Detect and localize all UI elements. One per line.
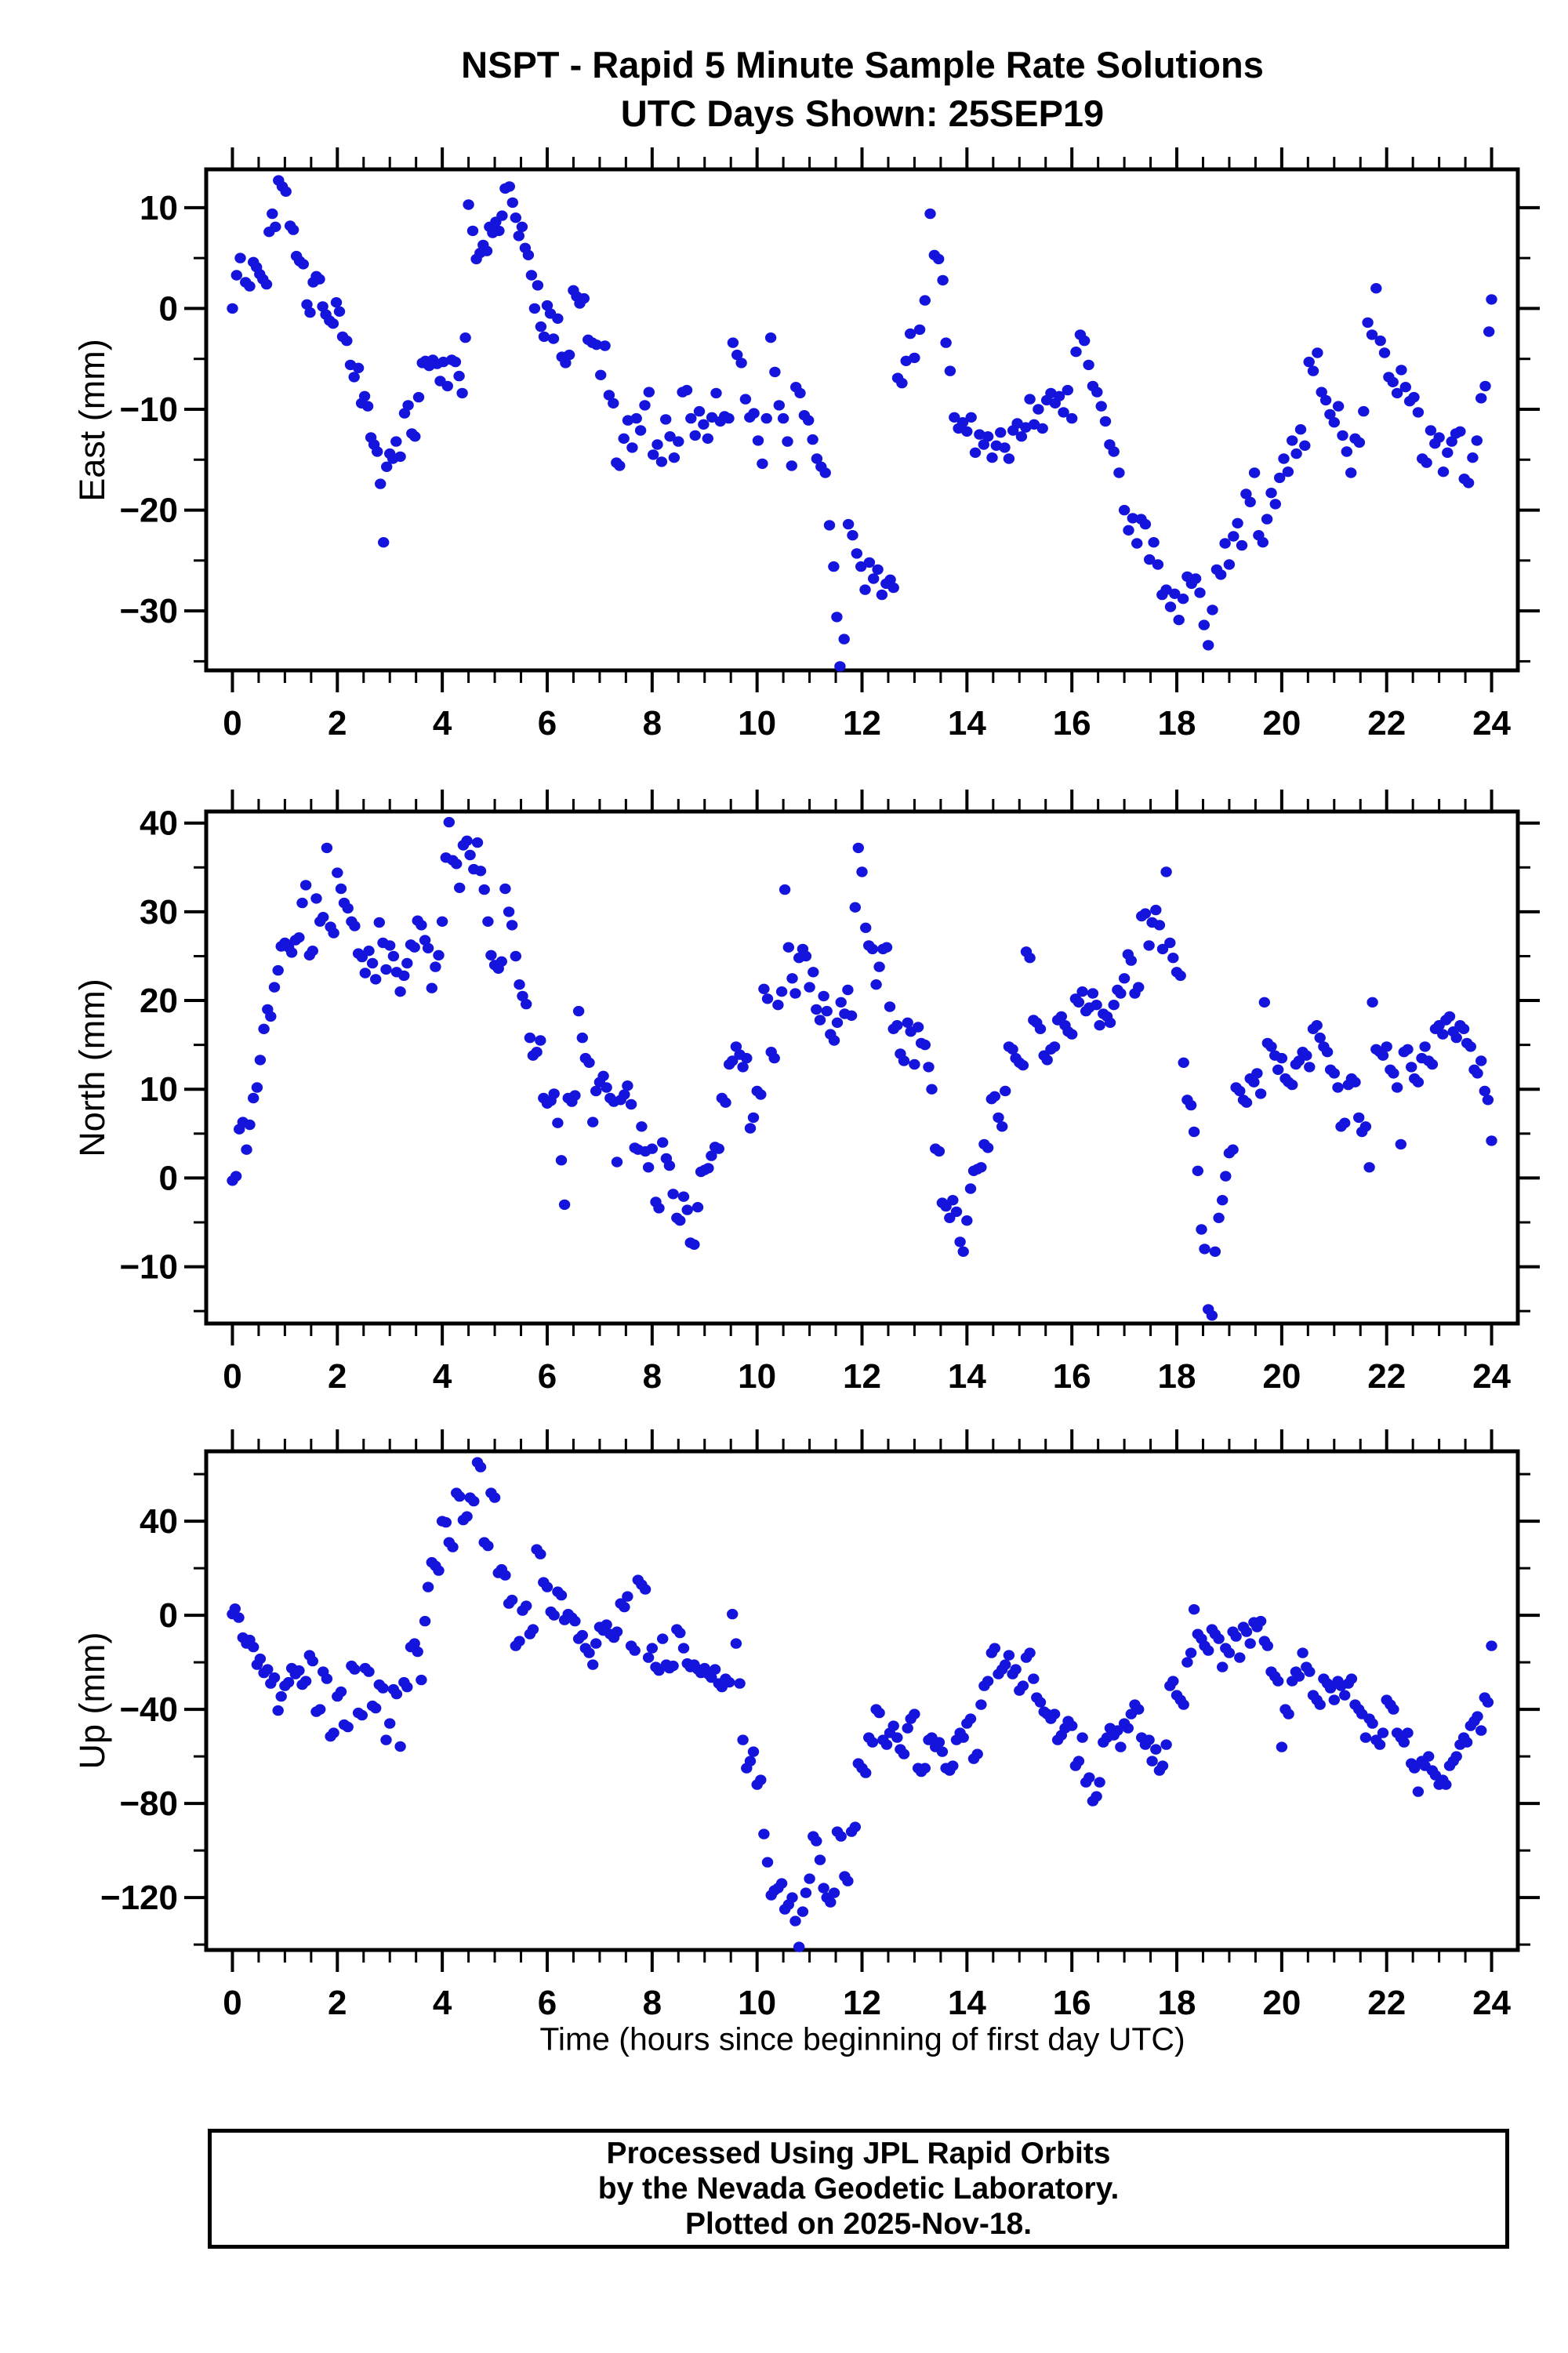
x-tick-label: 6 [538, 1984, 557, 2022]
x-tick-label: 8 [643, 1984, 662, 2022]
y-tick-label: −10 [119, 1248, 178, 1287]
x-tick-label: 22 [1367, 1357, 1406, 1396]
x-tick-label: 2 [328, 704, 347, 743]
north-frame [204, 809, 1520, 1326]
chart-title: NSPT - Rapid 5 Minute Sample Rate Soluti… [461, 41, 1264, 138]
y-tick-label: 0 [159, 1159, 178, 1197]
y-tick-label: −30 [119, 592, 178, 630]
x-tick-label: 24 [1472, 704, 1511, 743]
chart-title-line1: NSPT - Rapid 5 Minute Sample Rate Soluti… [461, 44, 1264, 85]
x-tick-label: 12 [843, 1357, 881, 1396]
x-tick-label: 4 [433, 1357, 452, 1396]
x-tick-label: 18 [1158, 1984, 1196, 2022]
y-tick-label: −10 [119, 390, 178, 429]
east-frame [204, 167, 1520, 673]
x-tick-label: 6 [538, 1357, 557, 1396]
x-tick-label: 4 [433, 1984, 452, 2022]
y-tick-label: 10 [140, 1070, 178, 1109]
y-tick-label: 30 [140, 893, 178, 931]
y-tick-label: 0 [159, 1596, 178, 1635]
chart-title-line2: UTC Days Shown: 25SEP19 [620, 93, 1105, 134]
up-data-points [227, 1457, 1497, 1952]
x-tick-label: 24 [1472, 1984, 1511, 2022]
processing-note-box: Processed Using JPL Rapid Orbits by the … [208, 2129, 1509, 2249]
y-tick-label: 40 [140, 1502, 178, 1541]
x-tick-label: 14 [948, 1357, 986, 1396]
x-tick-label: 10 [738, 1357, 776, 1396]
x-tick-label: 20 [1262, 704, 1301, 743]
x-tick-label: 10 [738, 1984, 776, 2022]
x-tick-label: 20 [1262, 1357, 1301, 1396]
x-tick-label: 14 [948, 704, 986, 743]
x-tick-label: 16 [1053, 1984, 1091, 2022]
x-tick-label: 6 [538, 704, 557, 743]
y-tick-label: 20 [140, 982, 178, 1020]
x-tick-label: 2 [328, 1984, 347, 2022]
x-tick-label: 8 [643, 704, 662, 743]
x-tick-label: 22 [1367, 704, 1406, 743]
y-tick-label: −40 [119, 1690, 178, 1729]
x-tick-label: 2 [328, 1357, 347, 1396]
x-tick-label: 4 [433, 704, 452, 743]
y-tick-label: −20 [119, 492, 178, 530]
x-tick-label: 12 [843, 1984, 881, 2022]
x-tick-label: 24 [1472, 1357, 1511, 1396]
processing-note-line1: Processed Using JPL Rapid Orbits [606, 2137, 1111, 2170]
up-frame [204, 1449, 1520, 1952]
processing-note-line2: by the Nevada Geodetic Laboratory. [597, 2172, 1120, 2206]
y-tick-label: −120 [100, 1879, 178, 1917]
x-tick-label: 22 [1367, 1984, 1406, 2022]
x-tick-label: 0 [223, 704, 241, 743]
processing-note-line3: Plotted on 2025-Nov-18. [684, 2207, 1033, 2241]
y-tick-label: 0 [159, 289, 178, 328]
x-tick-label: 10 [738, 704, 776, 743]
x-tick-label: 16 [1053, 704, 1091, 743]
x-tick-label: 20 [1262, 1984, 1301, 2022]
x-axis-title: Time (hours since beginning of first day… [539, 2021, 1185, 2057]
north-data-points [227, 816, 1497, 1321]
x-tick-label: 12 [843, 704, 881, 743]
x-tick-label: 18 [1158, 704, 1196, 743]
y-tick-label: −80 [119, 1785, 178, 1823]
x-tick-label: 18 [1158, 1357, 1196, 1396]
x-tick-label: 16 [1053, 1357, 1091, 1396]
x-tick-label: 14 [948, 1984, 986, 2022]
x-tick-label: 0 [223, 1984, 241, 2022]
x-tick-label: 0 [223, 1357, 241, 1396]
y-tick-label: 10 [140, 189, 178, 227]
x-tick-label: 8 [643, 1357, 662, 1396]
east-data-points [227, 175, 1497, 672]
y-tick-label: 40 [140, 804, 178, 843]
